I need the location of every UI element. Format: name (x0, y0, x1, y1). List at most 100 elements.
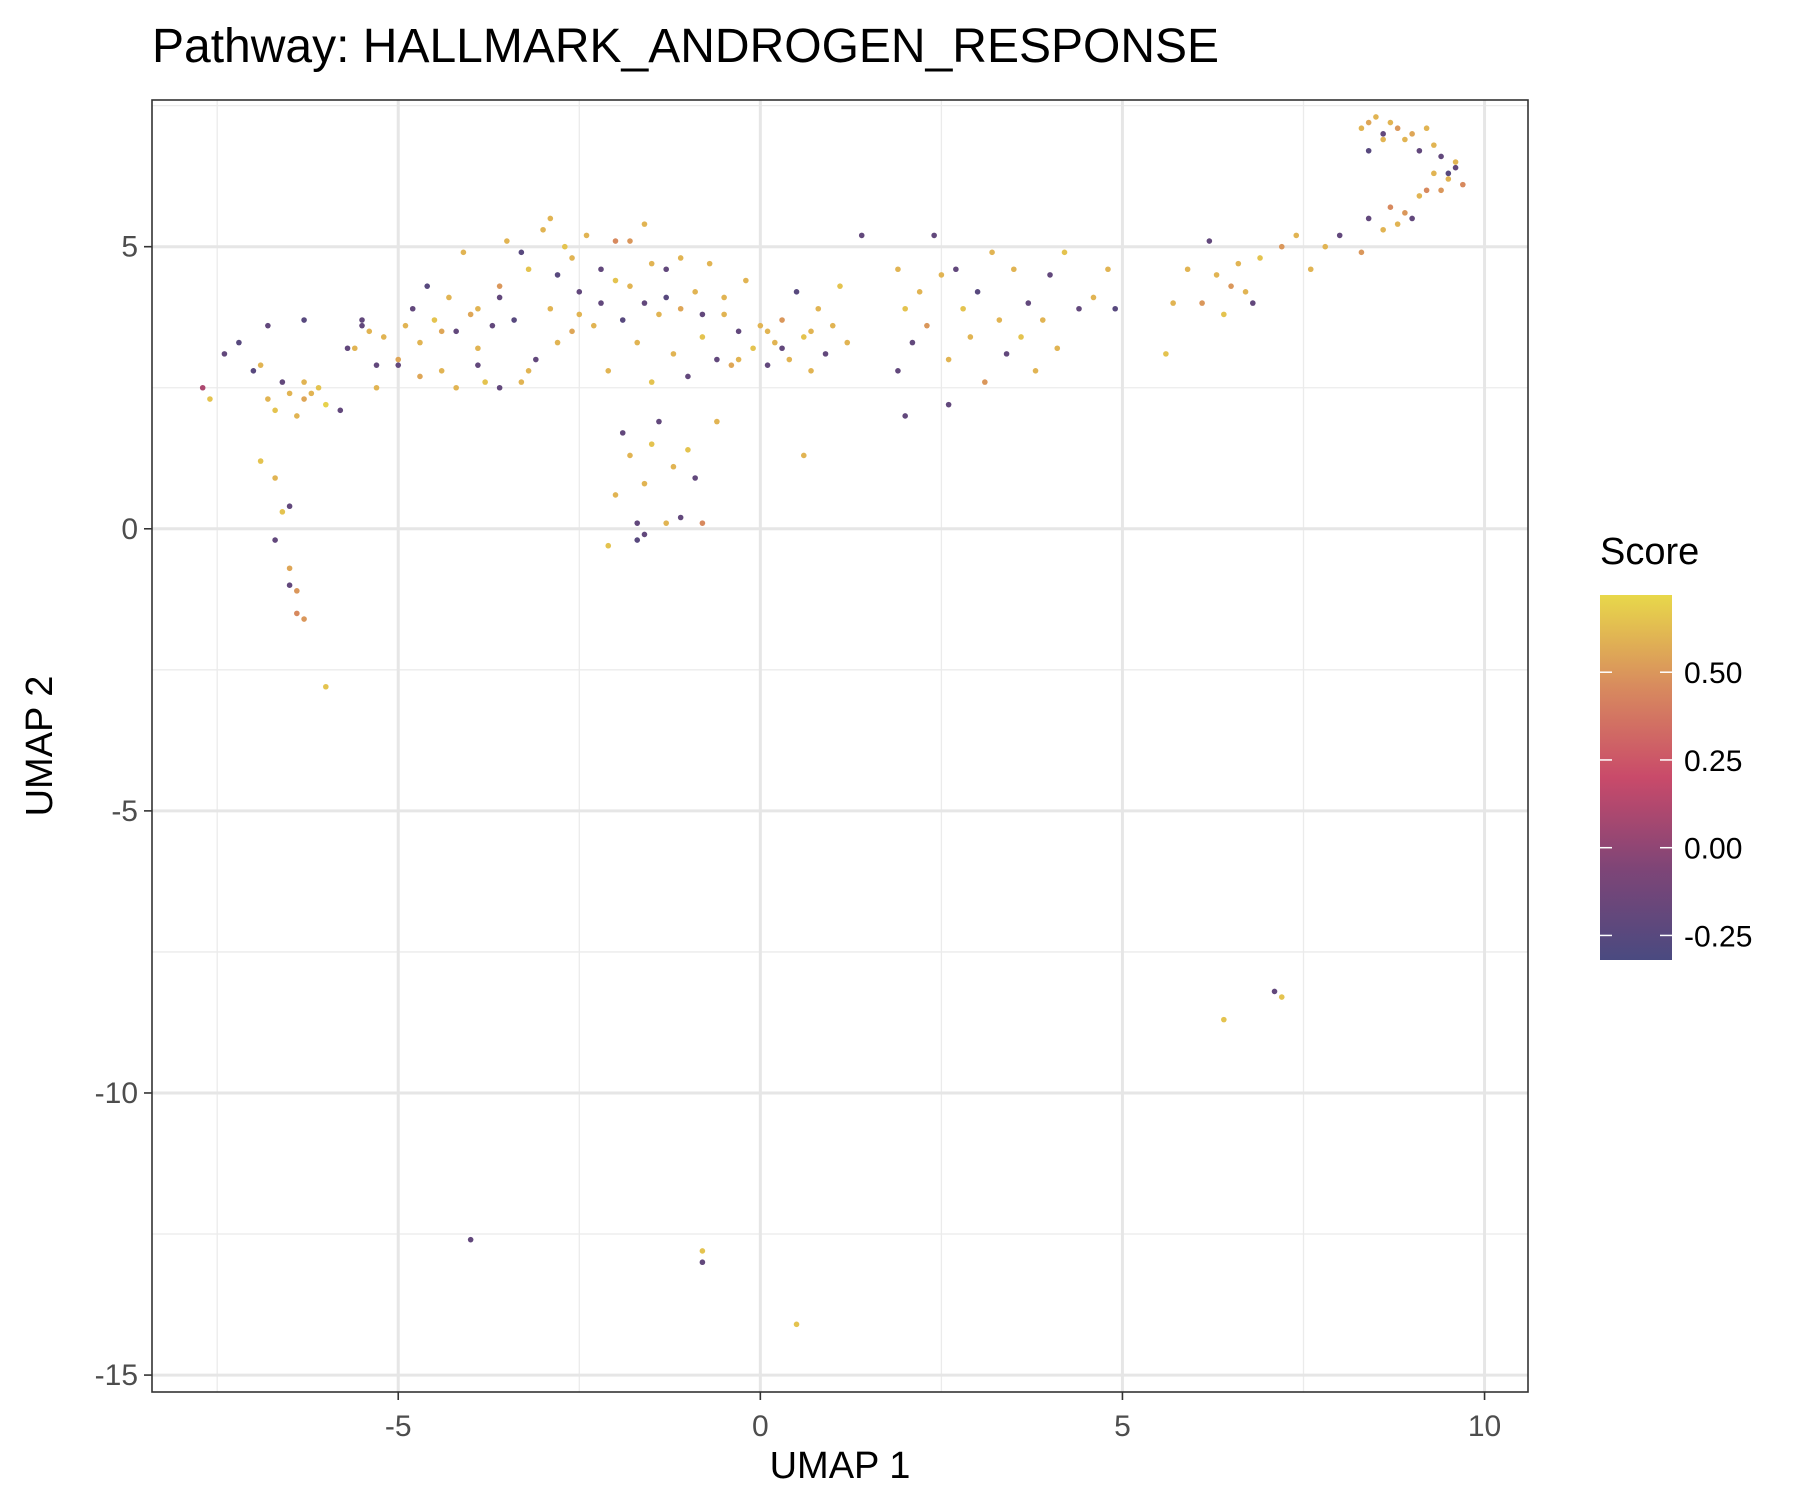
data-point (916, 289, 923, 295)
data-point (1250, 300, 1256, 306)
data-point (663, 294, 669, 301)
y-tick-label: -5 (111, 795, 138, 828)
data-point (1423, 187, 1430, 194)
data-point (554, 272, 561, 278)
data-point (612, 277, 619, 284)
data-point (1387, 204, 1394, 210)
data-point (1047, 272, 1053, 278)
data-point (1032, 368, 1039, 374)
data-point (902, 413, 908, 419)
data-point (207, 396, 213, 402)
data-point (634, 537, 641, 543)
x-tick-label: 10 (1468, 1410, 1501, 1443)
data-point (272, 475, 278, 481)
data-point (656, 418, 662, 425)
data-point (373, 362, 380, 368)
plot-panel-border (151, 99, 1529, 1393)
data-point (605, 542, 612, 549)
data-point (1358, 249, 1365, 256)
data-point (989, 249, 995, 256)
data-point (489, 322, 496, 329)
data-point (1061, 249, 1068, 256)
data-point (1221, 1016, 1227, 1023)
data-point (895, 368, 901, 374)
data-point (800, 452, 807, 459)
data-point (257, 362, 264, 368)
data-point (714, 356, 720, 363)
data-point (294, 588, 300, 594)
data-point (1380, 131, 1386, 137)
data-point (692, 475, 698, 481)
data-point (351, 345, 358, 352)
data-point (779, 345, 785, 352)
data-point (1336, 232, 1343, 239)
data-point (677, 255, 684, 261)
data-point (1090, 294, 1097, 301)
data-point (612, 492, 619, 498)
data-point (627, 238, 633, 244)
data-point (699, 520, 706, 526)
plot-panel-background (152, 100, 1528, 1392)
data-point (533, 356, 539, 363)
data-point (735, 328, 742, 335)
data-point (323, 401, 329, 408)
data-point (221, 351, 228, 357)
x-axis: -5 0 5 10 (385, 1392, 1501, 1443)
data-point (1235, 260, 1242, 267)
data-point (1278, 243, 1285, 250)
data-point (438, 328, 445, 335)
data-point (931, 232, 937, 239)
x-axis-title: UMAP 1 (770, 1445, 911, 1487)
data-point (1394, 125, 1401, 132)
data-point (670, 463, 677, 470)
data-point (540, 226, 546, 233)
data-point (1076, 305, 1082, 312)
data-point (525, 368, 532, 374)
data-point (648, 260, 655, 267)
data-point (764, 328, 771, 335)
data-point (547, 305, 554, 312)
data-point (699, 1248, 706, 1254)
data-point (721, 294, 727, 301)
chart-title: Pathway: HALLMARK_ANDROGEN_RESPONSE (152, 20, 1219, 73)
data-point (1409, 131, 1415, 137)
data-point (554, 339, 561, 346)
data-point (648, 379, 655, 385)
legend-ticks: -0.25 0.00 0.25 0.50 (1600, 657, 1752, 953)
data-point (902, 305, 908, 312)
data-point (1409, 215, 1415, 222)
data-point (1257, 255, 1263, 261)
data-point (924, 322, 930, 329)
data-point (598, 266, 604, 273)
data-point (772, 339, 778, 346)
data-point (1431, 142, 1437, 148)
legend-title: Score (1600, 531, 1699, 573)
data-point (286, 390, 293, 397)
data-point (670, 351, 677, 357)
data-point (1452, 164, 1459, 171)
data-point (301, 317, 307, 323)
data-point (453, 384, 459, 391)
data-point (1416, 193, 1423, 199)
data-point (648, 441, 655, 447)
y-tick-label: 0 (121, 513, 138, 546)
data-point (1025, 300, 1032, 306)
data-point (800, 334, 807, 340)
data-point (511, 317, 517, 323)
data-point (735, 356, 742, 363)
major-gridlines (152, 100, 1528, 1392)
data-point (938, 272, 945, 278)
data-point (634, 520, 641, 526)
data-point (1380, 136, 1386, 143)
data-point (750, 345, 756, 352)
data-point (1431, 170, 1437, 177)
legend-colorbar (1600, 595, 1672, 960)
data-point (1380, 226, 1386, 233)
data-point (764, 362, 771, 368)
data-point (286, 565, 293, 572)
data-point (518, 379, 525, 385)
data-point (294, 610, 300, 617)
data-point (547, 215, 554, 222)
data-point (685, 373, 691, 380)
legend-tick-label: 0.00 (1684, 833, 1742, 866)
